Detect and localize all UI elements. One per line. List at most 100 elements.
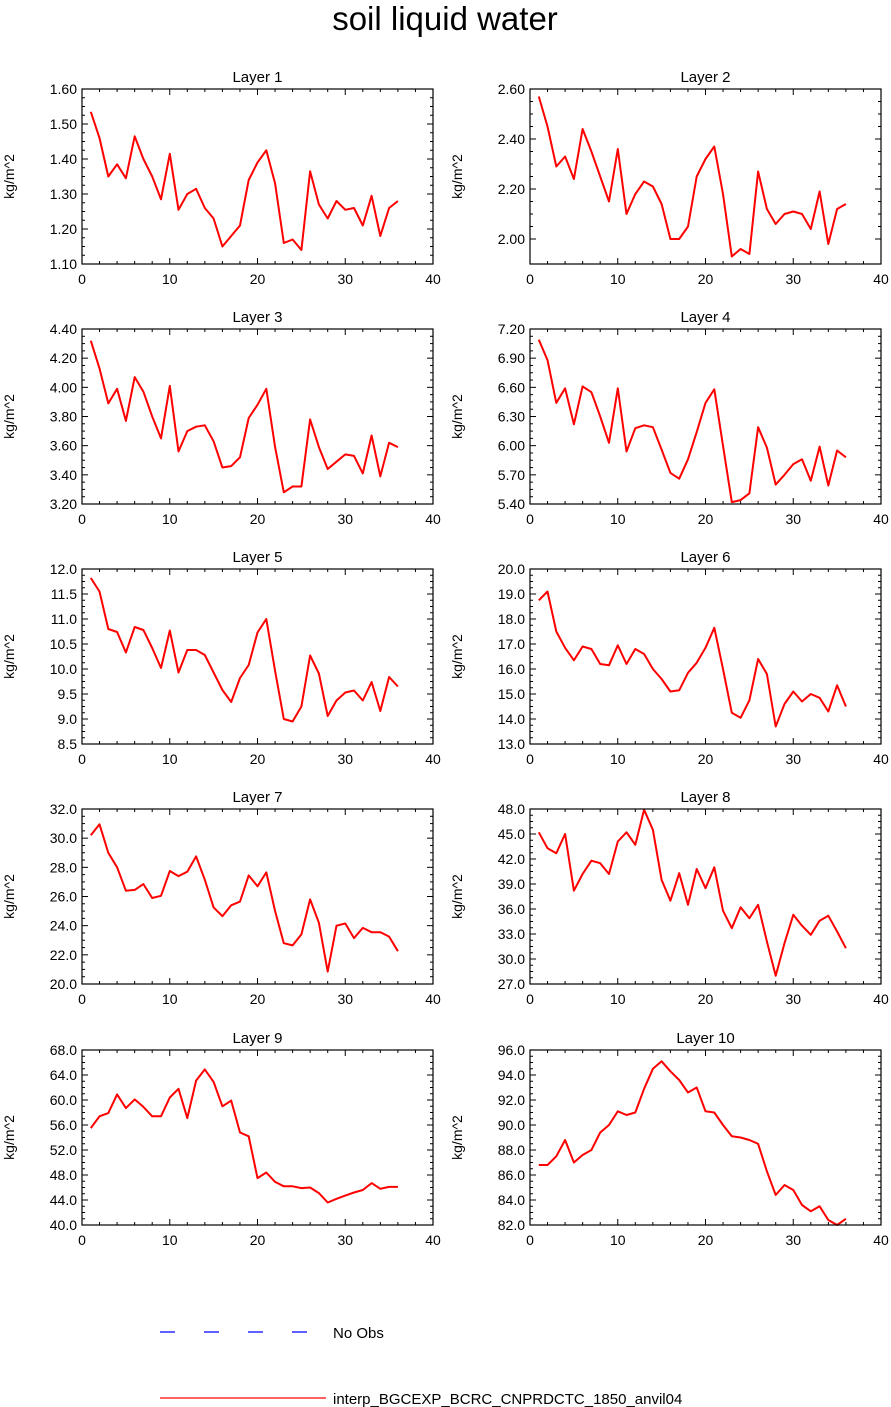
- y-tick-label: 60.0: [50, 1092, 77, 1108]
- y-tick-label: 17.0: [498, 636, 525, 652]
- y-tick-label: 15.0: [498, 686, 525, 702]
- x-tick-label: 0: [526, 991, 534, 1007]
- y-tick-label: 3.20: [50, 496, 77, 512]
- x-tick-label: 10: [162, 751, 178, 767]
- series-line: [538, 590, 847, 728]
- x-tick-label: 30: [337, 991, 353, 1007]
- y-tick-label: 26.0: [50, 889, 77, 905]
- series-line: [537, 96, 847, 258]
- legend-item: No Obs: [160, 1325, 384, 1342]
- y-axis-label: kg/m^2: [449, 154, 465, 199]
- panel-9: Layer 9 0 10 20 30 40 40.0 44.0 48.0 52.0 56.0 60.0…: [1, 1030, 441, 1248]
- y-tick-label: 3.80: [50, 409, 77, 425]
- panel-title: Layer 9: [232, 1030, 282, 1047]
- x-tick-label: 20: [698, 271, 714, 287]
- panel-2: Layer 2 0 10 20 30 40 2.00 2.20 2.40 2.60 kg/m^2: [449, 69, 889, 287]
- y-tick-label: 8.5: [58, 736, 78, 752]
- x-tick-label: 0: [78, 271, 86, 287]
- panel-5: Layer 5 0 10 20 30 40 8.5 9.0 9.5 10.0 10.5 11.0 11.…: [1, 549, 441, 767]
- x-tick-label: 40: [873, 271, 889, 287]
- x-tick-label: 20: [698, 991, 714, 1007]
- y-tick-label: 3.60: [50, 438, 77, 454]
- y-tick-label: 1.50: [50, 116, 77, 132]
- x-tick-label: 10: [610, 271, 626, 287]
- x-tick-label: 40: [425, 271, 441, 287]
- plot-frame: [529, 88, 882, 265]
- panel-7: Layer 7 0 10 20 30 40 20.0 22.0 24.0 26.0 28.0 30.0…: [1, 789, 441, 1007]
- x-tick-label: 10: [610, 1232, 626, 1248]
- y-tick-label: 68.0: [50, 1042, 77, 1058]
- panel-title: Layer 7: [232, 789, 282, 806]
- x-tick-label: 30: [785, 751, 801, 767]
- y-axis-label: kg/m^2: [1, 394, 17, 439]
- x-tick-label: 30: [337, 1232, 353, 1248]
- x-tick-label: 0: [526, 1232, 534, 1248]
- y-tick-label: 20.0: [50, 976, 77, 992]
- y-tick-label: 6.90: [498, 350, 525, 366]
- x-tick-label: 40: [425, 991, 441, 1007]
- y-tick-label: 1.60: [50, 81, 77, 97]
- panel-title: Layer 5: [232, 549, 282, 566]
- y-tick-label: 4.20: [50, 350, 77, 366]
- y-axis-label: kg/m^2: [449, 634, 465, 679]
- y-tick-label: 16.0: [498, 661, 525, 677]
- x-tick-label: 30: [785, 511, 801, 527]
- plot-frame: [81, 1049, 434, 1226]
- y-tick-label: 11.5: [51, 586, 77, 602]
- y-tick-label: 24.0: [50, 918, 77, 934]
- y-tick-label: 2.60: [498, 81, 525, 97]
- x-tick-label: 20: [698, 751, 714, 767]
- plot-frame: [529, 808, 882, 985]
- y-tick-label: 82.0: [498, 1217, 525, 1233]
- y-tick-label: 5.70: [498, 467, 525, 483]
- x-tick-label: 40: [873, 751, 889, 767]
- y-tick-label: 30.0: [50, 830, 77, 846]
- y-tick-label: 2.00: [498, 231, 525, 247]
- y-tick-label: 52.0: [50, 1142, 77, 1158]
- panel-title: Layer 6: [680, 549, 730, 566]
- plot-frame: [81, 328, 434, 505]
- panel-title: Layer 1: [232, 69, 282, 86]
- y-tick-label: 2.20: [498, 181, 525, 197]
- y-tick-label: 90.0: [498, 1117, 525, 1133]
- x-tick-label: 0: [78, 991, 86, 1007]
- panel-4: Layer 4 0 10 20 30 40 5.40 5.70 6.00 6.30 6.60 6.90…: [449, 309, 889, 527]
- x-tick-label: 0: [526, 751, 534, 767]
- y-tick-label: 92.0: [498, 1092, 525, 1108]
- plot-frame: [529, 568, 882, 745]
- x-tick-label: 30: [337, 271, 353, 287]
- x-tick-label: 40: [425, 751, 441, 767]
- y-tick-label: 48.0: [50, 1167, 77, 1183]
- y-tick-label: 5.40: [498, 496, 525, 512]
- figure-title: soil liquid water: [332, 0, 558, 37]
- y-tick-label: 36.0: [498, 901, 525, 917]
- y-axis-label: kg/m^2: [1, 1115, 17, 1160]
- y-tick-label: 45.0: [498, 826, 525, 842]
- y-tick-label: 32.0: [50, 801, 77, 817]
- y-tick-label: 4.40: [50, 321, 77, 337]
- legend-label: No Obs: [333, 1325, 384, 1342]
- panel-title: Layer 10: [676, 1030, 734, 1047]
- y-axis-label: kg/m^2: [1, 634, 17, 679]
- legend: No Obs interp_BGCEXP_BCRC_CNPRDCTC_1850_a…: [160, 1325, 682, 1407]
- series-line: [90, 823, 399, 973]
- y-tick-label: 84.0: [498, 1192, 525, 1208]
- y-axis-label: kg/m^2: [449, 394, 465, 439]
- y-tick-label: 56.0: [50, 1117, 77, 1133]
- y-tick-label: 19.0: [498, 586, 525, 602]
- panel-6: Layer 6 0 10 20 30 40 13.0 14.0 15.0 16.0 17.0 18.0…: [449, 549, 889, 767]
- y-tick-label: 1.10: [50, 256, 77, 272]
- panel-title: Layer 8: [680, 789, 730, 806]
- y-tick-label: 94.0: [498, 1067, 525, 1083]
- x-tick-label: 0: [78, 1232, 86, 1248]
- y-axis-label: kg/m^2: [1, 154, 17, 199]
- y-tick-label: 20.0: [498, 561, 525, 577]
- x-tick-label: 10: [610, 511, 626, 527]
- x-tick-label: 30: [785, 991, 801, 1007]
- y-tick-label: 10.0: [50, 661, 77, 677]
- y-tick-label: 27.0: [498, 976, 525, 992]
- y-tick-label: 44.0: [50, 1192, 77, 1208]
- series-line: [89, 577, 399, 723]
- panel-title: Layer 3: [232, 309, 282, 326]
- y-tick-label: 64.0: [50, 1067, 77, 1083]
